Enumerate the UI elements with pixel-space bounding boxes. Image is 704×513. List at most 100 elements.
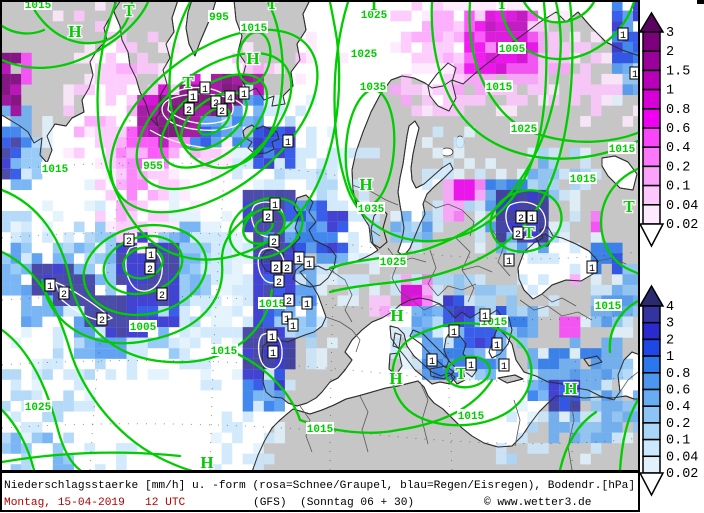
svg-text:1: 1 [285, 138, 291, 149]
svg-text:2: 2 [186, 106, 192, 117]
svg-text:Montag, 15-04-2019 12 UTC: Montag, 15-04-2019 12 UTC [4, 497, 186, 509]
svg-text:0.02: 0.02 [666, 218, 698, 233]
svg-text:1: 1 [506, 257, 512, 268]
svg-text:1: 1 [296, 255, 302, 266]
svg-text:1: 1 [666, 84, 674, 99]
svg-text:1015: 1015 [241, 23, 268, 35]
svg-text:2: 2 [159, 291, 165, 302]
svg-text:2: 2 [276, 278, 282, 289]
svg-text:1035: 1035 [358, 204, 385, 216]
svg-text:2: 2 [213, 99, 219, 110]
svg-text:1: 1 [429, 357, 435, 368]
svg-text:1015: 1015 [307, 424, 334, 436]
svg-text:3: 3 [666, 26, 674, 41]
svg-text:H: H [390, 306, 403, 325]
svg-text:H: H [68, 22, 81, 41]
svg-text:1: 1 [190, 93, 196, 104]
svg-text:1: 1 [269, 333, 275, 344]
svg-text:2: 2 [219, 107, 225, 118]
svg-text:1015: 1015 [570, 174, 597, 186]
svg-text:T: T [182, 73, 194, 92]
svg-text:Niederschlagsstaerke [mm/h] u.: Niederschlagsstaerke [mm/h] u. -form (ro… [4, 480, 635, 492]
svg-text:3: 3 [666, 317, 674, 332]
svg-text:H: H [564, 379, 577, 398]
svg-text:1005: 1005 [499, 44, 526, 56]
svg-text:955: 955 [143, 161, 163, 173]
svg-text:2: 2 [518, 214, 524, 225]
svg-text:995: 995 [209, 12, 229, 24]
svg-text:(GFS) (Sonntag 06 + 30): (GFS) (Sonntag 06 + 30) [253, 497, 414, 509]
svg-text:1: 1 [468, 361, 474, 372]
svg-text:2: 2 [286, 297, 292, 308]
svg-text:0.4: 0.4 [666, 141, 690, 156]
svg-text:T: T [623, 197, 635, 216]
svg-text:0.2: 0.2 [666, 417, 690, 432]
svg-text:2: 2 [515, 230, 521, 241]
svg-text:1: 1 [494, 341, 500, 352]
svg-text:1: 1 [47, 282, 53, 293]
svg-text:T: T [523, 223, 535, 242]
svg-text:2: 2 [273, 264, 279, 275]
svg-text:2: 2 [147, 265, 153, 276]
svg-text:1035: 1035 [360, 82, 387, 94]
svg-text:1: 1 [451, 328, 457, 339]
svg-text:1: 1 [148, 251, 154, 262]
svg-text:0.6: 0.6 [666, 122, 690, 137]
svg-text:H: H [359, 175, 372, 194]
svg-text:2: 2 [666, 333, 674, 348]
svg-text:1: 1 [270, 349, 276, 360]
svg-text:1: 1 [632, 70, 638, 81]
svg-text:2: 2 [284, 264, 290, 275]
svg-text:H: H [246, 49, 259, 68]
svg-text:T: T [266, 0, 278, 13]
svg-text:H: H [389, 369, 402, 388]
svg-text:1: 1 [284, 315, 290, 326]
svg-text:1015: 1015 [25, 0, 52, 12]
svg-text:0.8: 0.8 [666, 367, 690, 382]
svg-text:0.02: 0.02 [666, 467, 698, 482]
svg-text:1: 1 [241, 90, 247, 101]
svg-text:4: 4 [666, 300, 674, 315]
svg-text:1025: 1025 [351, 49, 378, 61]
svg-text:2: 2 [265, 213, 271, 224]
svg-text:1: 1 [666, 350, 674, 365]
svg-text:1015: 1015 [486, 82, 513, 94]
svg-text:1025: 1025 [511, 124, 538, 136]
svg-text:1025: 1025 [361, 10, 388, 22]
svg-text:T: T [368, 0, 380, 14]
svg-text:4: 4 [227, 94, 233, 105]
svg-text:1015: 1015 [609, 144, 636, 156]
svg-text:T: T [496, 0, 508, 13]
svg-text:0.04: 0.04 [666, 450, 698, 465]
svg-text:0.04: 0.04 [666, 199, 698, 214]
svg-text:1: 1 [482, 312, 488, 323]
svg-text:2: 2 [126, 237, 132, 248]
svg-text:1: 1 [306, 260, 312, 271]
svg-text:2: 2 [271, 238, 277, 249]
svg-text:1: 1 [529, 214, 535, 225]
svg-text:2: 2 [666, 45, 674, 60]
svg-text:1025: 1025 [25, 402, 52, 414]
svg-text:1: 1 [501, 362, 507, 373]
svg-text:0.2: 0.2 [666, 160, 690, 175]
svg-text:1: 1 [202, 85, 208, 96]
svg-text:1015: 1015 [42, 164, 69, 176]
svg-text:1: 1 [272, 201, 278, 212]
svg-text:1005: 1005 [130, 322, 157, 334]
svg-text:0.1: 0.1 [666, 180, 690, 195]
svg-text:1.5: 1.5 [666, 64, 690, 79]
svg-text:1015: 1015 [211, 346, 238, 358]
svg-text:2: 2 [61, 290, 67, 301]
svg-text:0.6: 0.6 [666, 384, 690, 399]
svg-text:0.8: 0.8 [666, 103, 690, 118]
svg-text:1: 1 [620, 31, 626, 42]
svg-text:H: H [200, 453, 213, 472]
svg-text:T: T [455, 364, 467, 383]
svg-text:1025: 1025 [380, 257, 407, 269]
svg-text:0.1: 0.1 [666, 434, 690, 449]
svg-text:1: 1 [589, 264, 595, 275]
svg-text:T: T [123, 1, 135, 20]
svg-text:0.4: 0.4 [666, 400, 690, 415]
svg-text:1015: 1015 [595, 301, 622, 313]
svg-text:1015: 1015 [458, 411, 485, 423]
